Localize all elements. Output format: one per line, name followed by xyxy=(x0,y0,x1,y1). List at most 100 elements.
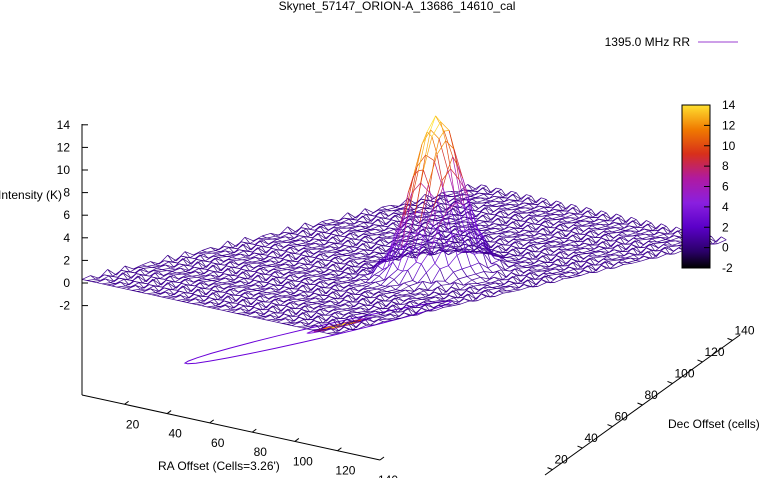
mesh-line xyxy=(572,207,578,215)
mesh-line xyxy=(242,271,252,278)
mesh-line xyxy=(348,273,355,279)
mesh-line xyxy=(358,285,368,292)
mesh-line xyxy=(259,267,269,272)
mesh-line xyxy=(384,240,394,247)
mesh-line xyxy=(533,200,543,209)
y-tick-label: 120 xyxy=(705,345,725,359)
mesh-line xyxy=(580,217,590,221)
mesh-line xyxy=(183,292,190,299)
mesh-line xyxy=(512,276,522,282)
mesh-line xyxy=(223,256,233,262)
mesh-line xyxy=(422,228,432,235)
mesh-line xyxy=(547,228,557,236)
mesh-line xyxy=(272,250,278,259)
mesh-line xyxy=(351,238,360,241)
mesh-line xyxy=(433,160,444,188)
mesh-line xyxy=(639,241,649,249)
mesh-line xyxy=(233,286,243,289)
mesh-line xyxy=(422,281,432,284)
mesh-line xyxy=(441,234,451,248)
mesh-line xyxy=(380,276,390,286)
mesh-line xyxy=(497,245,507,252)
mesh-line xyxy=(654,244,664,252)
mesh-line xyxy=(320,268,330,275)
mesh-line xyxy=(524,244,534,249)
mesh-line xyxy=(572,262,578,270)
mesh-line xyxy=(358,314,368,319)
mesh-line xyxy=(605,225,611,228)
mesh-line xyxy=(385,279,395,287)
mesh-line xyxy=(381,217,390,220)
mesh-line xyxy=(400,285,410,291)
mesh-line xyxy=(421,251,431,256)
mesh-line xyxy=(448,250,458,256)
mesh-line xyxy=(257,247,267,254)
mesh-line xyxy=(509,226,518,229)
mesh-line xyxy=(371,258,381,262)
mesh-line xyxy=(353,258,363,261)
mesh-line xyxy=(404,230,413,233)
mesh-line xyxy=(257,274,263,283)
mesh-line xyxy=(633,227,640,232)
mesh-line xyxy=(446,303,456,306)
mesh-line xyxy=(533,270,543,273)
mesh-line xyxy=(257,302,263,310)
mesh-line xyxy=(296,325,306,328)
mesh-line xyxy=(524,202,533,205)
mesh-line xyxy=(425,213,431,216)
mesh-line xyxy=(377,246,383,254)
mesh-line xyxy=(383,292,393,295)
mesh-line xyxy=(539,219,549,225)
mesh-line xyxy=(369,319,379,326)
mesh-line xyxy=(211,306,221,309)
mesh-line xyxy=(529,272,539,277)
mesh-line xyxy=(511,207,521,211)
mesh-line xyxy=(145,285,155,291)
mesh-line xyxy=(354,233,364,240)
mesh-line xyxy=(262,275,272,283)
mesh-line xyxy=(650,235,656,238)
mesh-line xyxy=(499,259,506,270)
x-tick-mark xyxy=(124,400,129,405)
mesh-line xyxy=(270,315,276,320)
mesh-line xyxy=(530,205,540,211)
mesh-line xyxy=(382,301,392,310)
mesh-line xyxy=(284,231,293,234)
mesh-line xyxy=(576,261,582,268)
mesh-line xyxy=(302,312,308,321)
mesh-line xyxy=(615,227,625,229)
mesh-line xyxy=(501,269,510,272)
mesh-line xyxy=(444,250,454,253)
mesh-line xyxy=(404,175,414,216)
mesh-line xyxy=(155,260,165,266)
mesh-line xyxy=(454,282,464,286)
mesh-line xyxy=(519,214,529,222)
mesh-line xyxy=(245,279,255,286)
mesh-line xyxy=(408,285,415,292)
mesh-line xyxy=(332,291,338,300)
mesh-line xyxy=(313,276,323,282)
mesh-line xyxy=(597,240,607,246)
mesh-line xyxy=(324,282,334,289)
mesh-line xyxy=(191,274,201,277)
mesh-line xyxy=(259,267,266,275)
mesh-line xyxy=(221,308,231,311)
mesh-line xyxy=(609,261,619,269)
mesh-line xyxy=(227,240,233,248)
mesh-line xyxy=(409,218,419,223)
mesh-line xyxy=(595,220,605,225)
mesh-line xyxy=(535,234,545,239)
mesh-line xyxy=(449,246,459,251)
mesh-line xyxy=(473,187,483,196)
mesh-line xyxy=(124,265,131,273)
mesh-line xyxy=(625,227,635,231)
mesh-line xyxy=(316,312,326,316)
mesh-line xyxy=(513,265,519,269)
mesh-line xyxy=(203,280,213,283)
mesh-line xyxy=(186,284,192,292)
mesh-line xyxy=(170,263,180,269)
mesh-line xyxy=(404,280,413,284)
mesh-line xyxy=(219,286,229,293)
mesh-line xyxy=(349,315,359,319)
mesh-line xyxy=(362,297,372,304)
